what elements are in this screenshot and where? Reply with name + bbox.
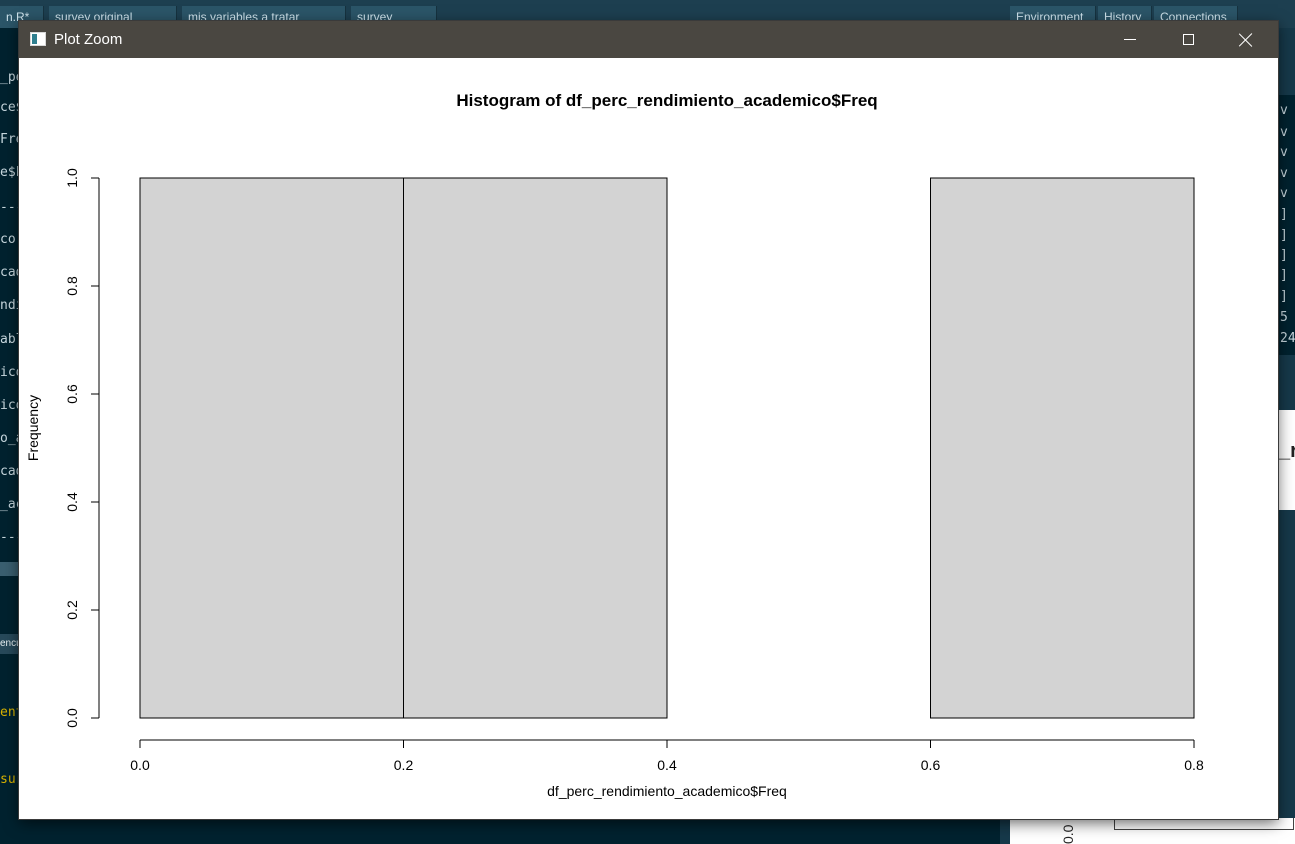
background-code-line: ico (0, 365, 22, 380)
background-code-line: cad (0, 265, 22, 280)
background-environment-entry: v (1280, 145, 1288, 160)
y-tick-label: 0.6 (64, 384, 80, 404)
background-panel-label: encu (0, 634, 22, 654)
background-viewer: _r (1278, 410, 1295, 510)
background-code-line: _ac (0, 497, 22, 512)
plot-area: Histogram of df_perc_rendimiento_academi… (19, 58, 1278, 819)
background-code-line: ent (0, 705, 22, 720)
histogram-bar-0 (139, 177, 404, 719)
y-tick-label: 0.0 (64, 708, 80, 728)
background-plot-axis-label: 0.0 (1060, 824, 1076, 844)
background-plot-pane: 0.0 (1010, 818, 1295, 844)
background-environment-entry: ] (1280, 207, 1288, 222)
background-code-line: ico (0, 398, 22, 413)
background-environment-entry: ] (1280, 289, 1288, 304)
x-tick-label: 0.2 (394, 757, 414, 773)
window-title: Plot Zoom (54, 31, 123, 48)
plot-zoom-window[interactable]: Plot Zoom Histogram of df_perc_rendimien… (19, 21, 1278, 819)
minimize-icon (1124, 39, 1136, 40)
x-axis-label: df_perc_rendimiento_academico$Freq (547, 783, 787, 799)
background-code-line: abl (0, 332, 22, 347)
y-tick-label: 0.4 (64, 492, 80, 512)
background-code-line: ndi (0, 298, 22, 313)
background-code-line: e$F (0, 165, 22, 180)
background-environment-entry: v (1280, 103, 1288, 118)
y-tick-label: 0.2 (64, 600, 80, 620)
y-tick-label: 0.8 (64, 276, 80, 296)
background-code-line: sur (0, 772, 22, 787)
background-environment-entry: 5 (1280, 310, 1288, 325)
background-code-line: --- (0, 200, 22, 215)
plot-zoom-app-icon (30, 32, 46, 46)
background-code-line: --- (0, 530, 22, 545)
histogram-chart: Histogram of df_perc_rendimiento_academi… (25, 91, 1204, 799)
x-tick-label: 0.8 (1184, 757, 1204, 773)
close-icon (1239, 33, 1253, 47)
y-tick-label: 1.0 (64, 168, 80, 188)
background-code-line: Fre (0, 132, 22, 147)
background-environment-entry: ] (1280, 248, 1288, 263)
background-code-line: o_a (0, 431, 22, 446)
y-axis-label: Frequency (25, 395, 41, 461)
background-code-line: _pe (0, 70, 22, 85)
histogram-bars (139, 177, 1195, 719)
background-plot-box (1114, 818, 1294, 830)
background-environment-list (1278, 95, 1295, 355)
background-environment-entry: v (1280, 166, 1288, 181)
background-environment-entry: ] (1280, 228, 1288, 243)
background-scrollbar (0, 562, 22, 576)
window-titlebar[interactable]: Plot Zoom (19, 21, 1278, 58)
close-button[interactable] (1217, 21, 1275, 58)
y-axis: 0.0 0.2 0.4 0.6 0.8 1.0 (64, 168, 100, 728)
minimize-button[interactable] (1101, 21, 1159, 58)
background-code-line: ce$ (0, 100, 22, 115)
background-environment-entry: v (1280, 125, 1288, 140)
maximize-icon (1182, 34, 1194, 45)
background-code-line: co (0, 232, 16, 247)
histogram-bar-1 (403, 177, 668, 719)
x-tick-label: 0.6 (921, 757, 941, 773)
maximize-button[interactable] (1159, 21, 1217, 58)
x-tick-label: 0.0 (130, 757, 150, 773)
background-viewer-text: _r (1279, 440, 1295, 462)
background-code-line: cad (0, 464, 22, 479)
x-tick-label: 0.4 (657, 757, 677, 773)
background-environment-entry: ] (1280, 268, 1288, 283)
chart-title: Histogram of df_perc_rendimiento_academi… (456, 91, 877, 110)
x-axis: 0.0 0.2 0.4 0.6 0.8 (130, 739, 1204, 773)
background-environment-entry: 24 (1280, 331, 1295, 346)
background-environment-entry: v (1280, 186, 1288, 201)
histogram-bar-3 (930, 177, 1195, 719)
